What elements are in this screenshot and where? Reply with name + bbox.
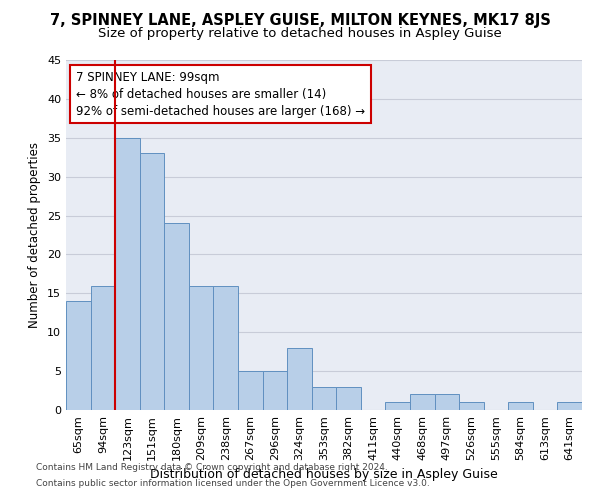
Bar bbox=[140, 154, 164, 410]
Bar bbox=[459, 402, 484, 410]
Text: Contains public sector information licensed under the Open Government Licence v3: Contains public sector information licen… bbox=[36, 478, 430, 488]
Bar bbox=[410, 394, 434, 410]
Bar bbox=[91, 286, 115, 410]
Bar bbox=[287, 348, 312, 410]
Text: 7, SPINNEY LANE, ASPLEY GUISE, MILTON KEYNES, MK17 8JS: 7, SPINNEY LANE, ASPLEY GUISE, MILTON KE… bbox=[50, 12, 550, 28]
Bar bbox=[508, 402, 533, 410]
Bar bbox=[115, 138, 140, 410]
Bar bbox=[164, 224, 189, 410]
Bar bbox=[385, 402, 410, 410]
Bar bbox=[189, 286, 214, 410]
Bar bbox=[214, 286, 238, 410]
Bar bbox=[312, 386, 336, 410]
Bar bbox=[66, 301, 91, 410]
Text: 7 SPINNEY LANE: 99sqm
← 8% of detached houses are smaller (14)
92% of semi-detac: 7 SPINNEY LANE: 99sqm ← 8% of detached h… bbox=[76, 70, 365, 118]
Bar bbox=[238, 371, 263, 410]
Bar bbox=[336, 386, 361, 410]
Text: Contains HM Land Registry data © Crown copyright and database right 2024.: Contains HM Land Registry data © Crown c… bbox=[36, 464, 388, 472]
Text: Size of property relative to detached houses in Aspley Guise: Size of property relative to detached ho… bbox=[98, 28, 502, 40]
Bar bbox=[434, 394, 459, 410]
Bar bbox=[263, 371, 287, 410]
X-axis label: Distribution of detached houses by size in Aspley Guise: Distribution of detached houses by size … bbox=[150, 468, 498, 481]
Y-axis label: Number of detached properties: Number of detached properties bbox=[28, 142, 41, 328]
Bar bbox=[557, 402, 582, 410]
